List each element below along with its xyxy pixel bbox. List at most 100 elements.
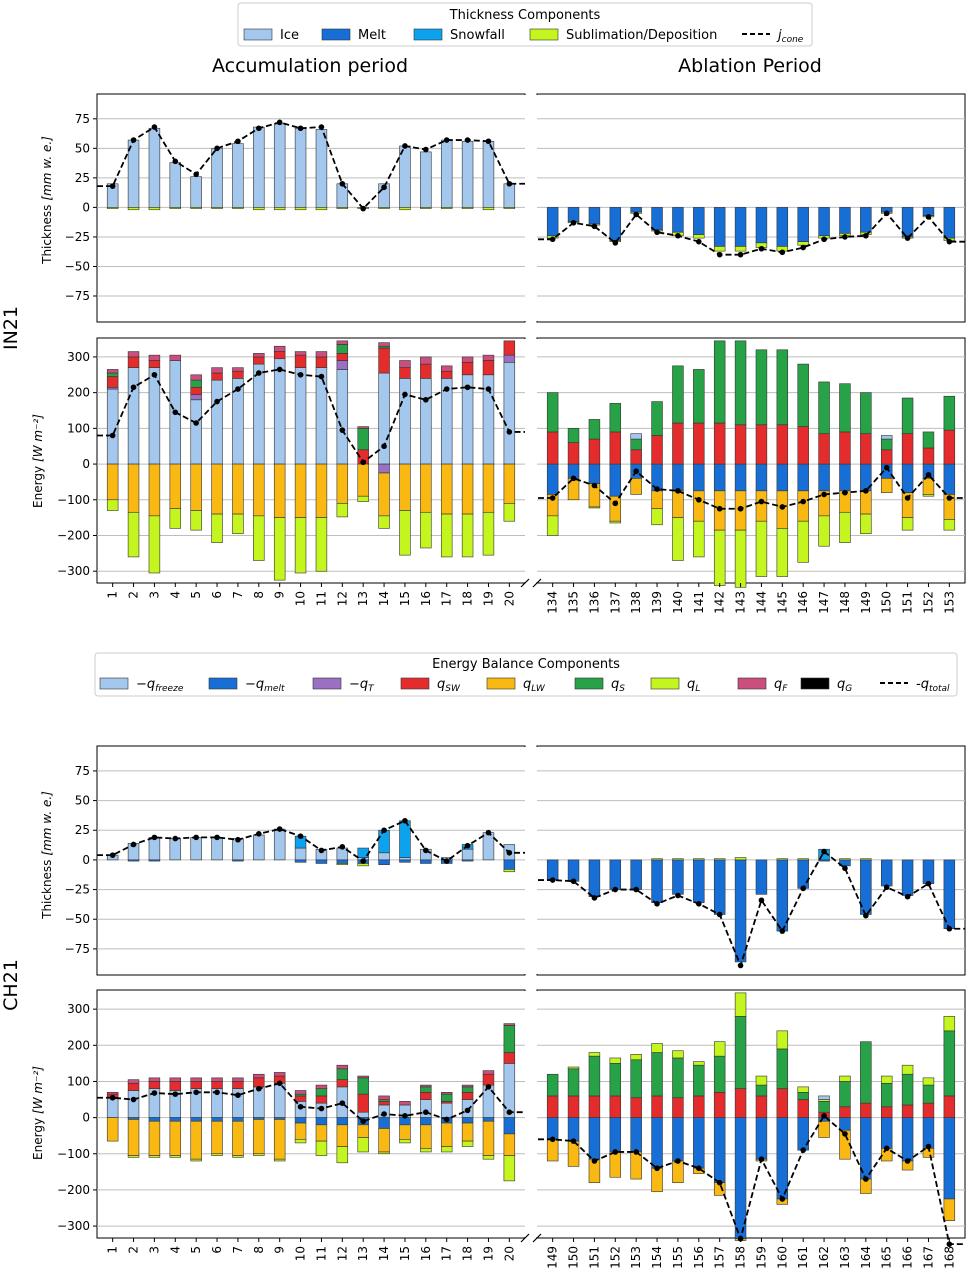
bar-ice-18 (461, 848, 474, 861)
legend-energy-label-sub-qS: S (619, 684, 625, 694)
bar-subl-20 (503, 869, 516, 873)
bar-qL-139 (651, 508, 663, 526)
bar-qS-151 (588, 1055, 601, 1097)
legend-energy-label-main-qF: q (774, 677, 782, 692)
xtick-label-151: 151 (901, 591, 915, 614)
bar-qF-5 (190, 1077, 202, 1082)
bar-qF-9 (273, 1072, 286, 1077)
bar-qT-14 (378, 463, 390, 474)
bar-qSW-168 (943, 1095, 956, 1118)
bar-qLW-9 (273, 1119, 286, 1160)
legend-energy-label-qG: qG (837, 677, 852, 694)
bar-ice-4 (169, 162, 182, 208)
bar-freeze-138 (630, 433, 642, 440)
bar-qL-153 (630, 1054, 642, 1061)
bar-qL-13 (357, 495, 369, 502)
bar-melt-161 (797, 859, 809, 889)
bar-qL-12 (336, 1146, 349, 1164)
line-point-5 (193, 834, 199, 841)
bar-ice-5 (190, 176, 202, 208)
line-point-144 (758, 245, 765, 252)
xtick-label-159: 159 (754, 1246, 768, 1269)
bar-subl-5 (190, 207, 202, 209)
bar-qL-152 (609, 1057, 622, 1064)
xtick-label-149: 149 (859, 591, 873, 614)
bar-qL-9 (273, 1158, 286, 1162)
bar-qSW-160 (776, 1088, 789, 1118)
bar-qSW-142 (713, 422, 726, 465)
bar-qS-147 (818, 381, 830, 435)
legend-energy-label-main-qT: −q (349, 677, 368, 692)
bar-qL-140 (672, 517, 684, 561)
legend-thickness-label-sub-jcone: cone (782, 35, 804, 45)
bar-subl-146 (797, 241, 809, 246)
bar-qS-168 (943, 1030, 956, 1097)
line-point-153 (633, 886, 639, 893)
xtick-label-10: 10 (294, 1246, 308, 1261)
ylabel-thickness-top: Thickness [mm w. e.] (40, 136, 54, 265)
xtick-label-13: 13 (356, 591, 370, 606)
line-point-16 (423, 847, 429, 854)
bar-qS-135 (567, 428, 580, 443)
bar-melt-153 (943, 463, 956, 495)
bar-qSW-2 (127, 1082, 140, 1091)
bar-qL-13 (357, 1137, 369, 1153)
bar-qL-143 (734, 529, 747, 588)
bar-qS-136 (588, 419, 601, 440)
line-point-1 (109, 852, 116, 858)
bar-qSW-138 (630, 449, 642, 465)
line-point-165 (883, 884, 890, 890)
bar-qS-149 (860, 392, 872, 435)
line-point-9 (276, 366, 283, 373)
bar-qS-144 (755, 349, 768, 426)
line-point-152 (925, 214, 932, 220)
bar-qS-159 (755, 1084, 768, 1097)
bar-qF-11 (315, 351, 328, 358)
bar-melt-16 (420, 859, 432, 864)
panel-frame-left (96, 337, 526, 584)
ytick-label: 75 (75, 764, 90, 778)
bar-qSW-15 (399, 367, 411, 379)
bar-melt-151 (901, 463, 914, 493)
bar-melt-143 (734, 463, 747, 492)
bar-melt-139 (651, 207, 663, 231)
bar-ice-9 (273, 828, 286, 861)
bar-melt-165 (880, 859, 893, 887)
line-point-9 (276, 119, 283, 126)
bar-ice-11 (315, 129, 328, 208)
bar-freeze-8 (253, 363, 265, 465)
bar-ice-19 (482, 140, 495, 208)
bar-qT-12 (336, 360, 349, 370)
panel-half-ablation (538, 207, 965, 258)
bar-melt-157 (713, 859, 726, 915)
line-point-137 (612, 240, 619, 246)
xtick-label-5: 5 (189, 591, 203, 599)
bar-qSW-2 (127, 356, 140, 368)
legend-energy-swatch-qS (574, 677, 604, 690)
line-point-141 (696, 238, 702, 245)
bar-qLW-144 (755, 490, 768, 522)
ytick-label: −100 (57, 493, 90, 507)
bar-qS-156 (693, 1064, 705, 1097)
series-line-accumulation (97, 1082, 525, 1123)
bar-melt-150 (567, 859, 580, 882)
bar-freeze-162 (818, 1095, 830, 1100)
line-point-151 (591, 895, 598, 901)
bar-qL-3 (148, 515, 161, 574)
bar-qSW-139 (651, 435, 663, 465)
xtick-label-134: 134 (546, 591, 560, 614)
legend-energy-swatch-qG (800, 677, 830, 690)
xtick-label-3: 3 (147, 591, 161, 599)
bar-qL-144 (755, 520, 768, 577)
legend-energy-title: Energy Balance Components (432, 657, 620, 672)
line-point-14 (381, 827, 387, 834)
legend-thickness-label-main-melt: Melt (358, 28, 386, 43)
xtick-label-153: 153 (629, 1246, 643, 1269)
ylabel-thickness-bottom-word: Thickness (40, 860, 54, 920)
bar-melt-147 (818, 207, 830, 237)
xtick-label-152: 152 (921, 591, 935, 614)
bar-qS-18 (461, 1086, 474, 1093)
bar-qF-11 (315, 1084, 328, 1089)
bar-qS-143 (734, 340, 747, 426)
legend-energy-label-qLW: qLW (523, 677, 546, 694)
